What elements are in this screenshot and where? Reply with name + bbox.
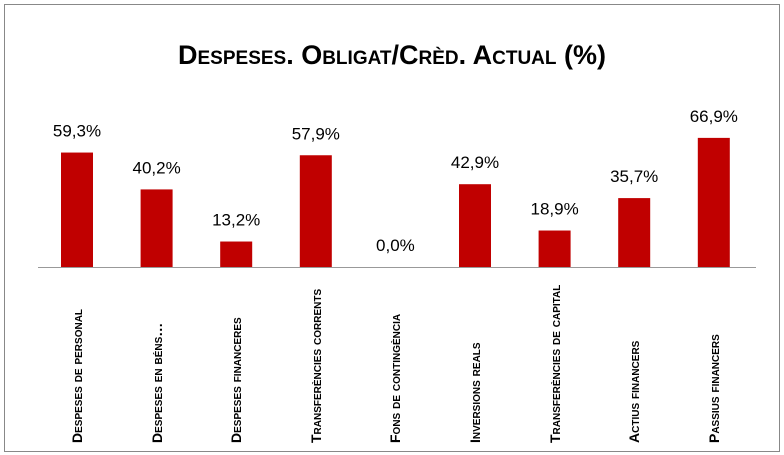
value-label: 42,9% (451, 153, 499, 172)
chart-title: Despeses. Obligat/Crèd. Actual (%) (178, 40, 606, 70)
x-tick-label: Transferències corrents (307, 288, 324, 443)
bar (140, 189, 173, 267)
value-label: 35,7% (610, 167, 658, 186)
value-label: 13,2% (212, 211, 260, 230)
bar (299, 155, 332, 267)
bar (459, 184, 491, 267)
chart-border (4, 4, 780, 452)
x-tick-label: Transferències de capital (546, 284, 563, 443)
x-tick-label: Despeses en béns… (148, 322, 165, 443)
value-label: 66,9% (690, 107, 738, 126)
x-tick-label: Fons de contingència (387, 313, 404, 443)
value-label: 18,9% (530, 200, 578, 219)
bar (618, 198, 651, 267)
x-tick-label: Inversions reals (467, 342, 483, 443)
value-label: 57,9% (292, 124, 340, 143)
value-label: 59,3% (53, 122, 101, 141)
bar (697, 137, 730, 267)
x-tick-label: Despeses financeres (228, 317, 245, 443)
x-tick-label: Passius financers (705, 334, 722, 443)
bar (538, 230, 571, 267)
x-tick-label: Despeses de personal (69, 308, 85, 443)
value-label: 0,0% (376, 236, 415, 255)
x-tick-label: Actius financers (626, 340, 643, 443)
bar (220, 241, 253, 267)
bar (61, 152, 93, 267)
value-label: 40,2% (132, 158, 180, 177)
